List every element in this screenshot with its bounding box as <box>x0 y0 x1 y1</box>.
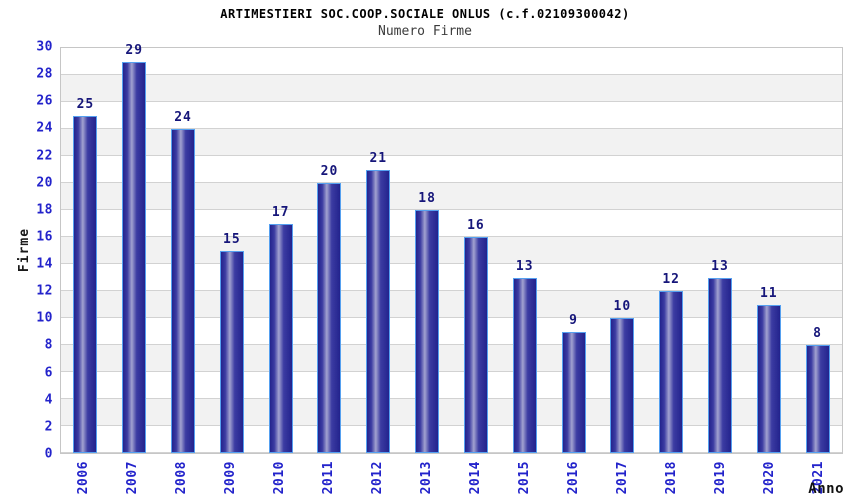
y-tick-label: 30 <box>36 39 53 55</box>
bar-value-label: 29 <box>125 42 144 58</box>
x-tick-label: 2016 <box>565 461 581 495</box>
bar-slot: 8 <box>805 326 831 453</box>
y-tick-label: 20 <box>36 175 53 191</box>
x-tick-label: 2020 <box>761 461 777 495</box>
x-tick-label: 2011 <box>321 461 337 495</box>
bar-slot: 9 <box>561 313 587 453</box>
bar-value-label: 16 <box>467 218 485 233</box>
x-tick-label: 2006 <box>76 461 92 495</box>
bar <box>512 277 537 453</box>
bar <box>219 250 244 453</box>
bar-value-label: 10 <box>613 299 632 315</box>
bar-slot: 25 <box>72 97 98 453</box>
bar-value-label: 18 <box>418 191 436 206</box>
bar-value-label: 25 <box>76 96 95 112</box>
bar-slot: 13 <box>512 259 538 453</box>
bar <box>610 318 635 453</box>
x-tick-label: 2013 <box>419 461 435 495</box>
bar <box>463 237 488 453</box>
x-axis-tick-labels: 2006 2007 2008 2009 2010 2011 2012 2013 2014 2015… <box>60 461 843 500</box>
y-tick-label: 12 <box>36 283 53 299</box>
y-tick-label: 18 <box>36 202 53 218</box>
x-tick-label: 2017 <box>614 461 630 495</box>
x-tick-label: 2014 <box>467 461 483 495</box>
bar-value-label: 11 <box>759 285 778 301</box>
bar-slot: 15 <box>219 232 245 453</box>
bar-slot: 16 <box>463 218 489 453</box>
bar <box>415 210 440 453</box>
x-tick-label: 2019 <box>712 461 728 495</box>
bar-slot: 21 <box>365 151 391 453</box>
bar <box>366 169 391 453</box>
bar-slot: 24 <box>170 110 196 453</box>
bar <box>561 331 586 453</box>
bar <box>268 223 293 453</box>
chart-title: ARTIMESTIERI SOC.COOP.SOCIALE ONLUS (c.f… <box>220 7 630 21</box>
bar-slot: 20 <box>316 164 342 453</box>
bar-slot: 13 <box>707 259 733 453</box>
y-tick-label: 24 <box>36 120 53 136</box>
bar-value-label: 12 <box>662 272 680 287</box>
x-tick-label: 2010 <box>272 461 288 495</box>
x-tick-label: 2009 <box>223 461 239 495</box>
bar-value-label: 13 <box>711 258 729 274</box>
bar-value-label: 20 <box>320 164 339 180</box>
y-tick-label: 4 <box>44 392 53 408</box>
bar-slot: 29 <box>121 43 147 453</box>
y-tick-label: 22 <box>36 148 53 164</box>
y-tick-label: 28 <box>36 66 53 82</box>
bar <box>805 345 830 453</box>
x-tick-label: 2012 <box>370 461 386 495</box>
bar <box>73 115 98 453</box>
bar-slot: 18 <box>414 191 440 453</box>
bar-value-label: 13 <box>515 258 534 274</box>
x-tick-label: 2015 <box>516 461 532 495</box>
chart-subtitle: Numero Firme <box>378 24 472 39</box>
y-tick-label: 26 <box>36 93 53 109</box>
y-tick-label: 14 <box>36 256 53 272</box>
y-tick-label: 8 <box>44 337 53 353</box>
y-axis-tick-labels: 0 2 4 6 8 10 12 14 16 18 20 22 24 26 28 30 <box>0 40 53 462</box>
x-axis-title: Anno <box>808 481 844 497</box>
bar-value-label: 8 <box>813 326 823 341</box>
y-tick-label: 2 <box>44 419 53 435</box>
bar-value-label: 24 <box>174 110 192 125</box>
y-tick-label: 10 <box>36 310 53 326</box>
bar-slot: 11 <box>756 286 782 453</box>
x-tick-label: 2018 <box>663 461 679 495</box>
x-tick-label: 2008 <box>174 461 190 495</box>
bar <box>171 129 196 453</box>
bar <box>756 304 781 453</box>
bar <box>317 183 342 453</box>
bar-slot: 10 <box>609 299 635 453</box>
y-axis-title: Firme <box>17 227 32 273</box>
bar-slot: 17 <box>268 205 294 453</box>
y-tick-label: 16 <box>36 229 53 245</box>
bar <box>707 277 732 453</box>
y-tick-label: 6 <box>44 365 53 381</box>
bar-value-label: 9 <box>569 312 578 328</box>
bar <box>122 61 147 453</box>
bar-slot: 12 <box>658 272 684 453</box>
bar-value-label: 15 <box>223 231 241 247</box>
plot-area: 25 29 24 15 17 20 21 18 16 13 9 10 12 13 11 8 <box>60 43 843 454</box>
x-tick-label: 2007 <box>125 461 141 495</box>
bar <box>659 291 684 453</box>
bar-value-label: 21 <box>369 150 388 166</box>
y-tick-label: 0 <box>44 446 53 462</box>
bar-value-label: 17 <box>271 204 290 220</box>
